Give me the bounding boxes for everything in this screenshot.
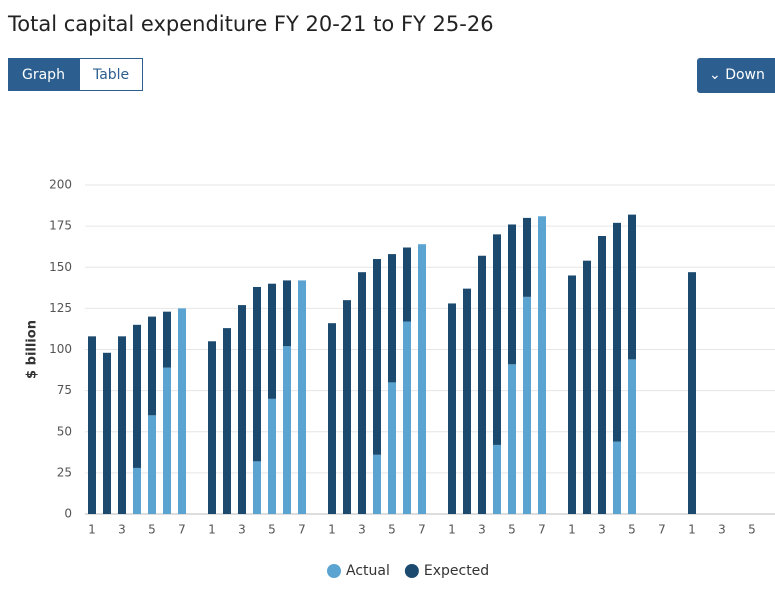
x-tick-label: 3	[358, 523, 366, 537]
x-tick-label: 7	[298, 523, 306, 537]
y-tick-label: 200	[49, 178, 72, 192]
tab-table[interactable]: Table	[78, 58, 144, 91]
bar-segment	[478, 255, 486, 515]
y-tick-label: 150	[49, 260, 72, 274]
x-tick-label: 5	[748, 523, 756, 537]
y-tick-label: 25	[57, 465, 72, 479]
y-tick-label: 100	[49, 342, 72, 356]
view-tabs: Graph Table	[8, 58, 144, 91]
x-tick-label: 7	[538, 523, 546, 537]
download-label: Down	[725, 67, 765, 83]
bar-segment	[583, 260, 591, 514]
bar-segment	[253, 461, 261, 514]
y-tick-label: 125	[49, 301, 72, 315]
bar-segment	[148, 415, 156, 514]
bar-segment	[103, 352, 111, 514]
bar-segment	[88, 336, 96, 514]
legend-label: Actual	[346, 563, 390, 579]
bar-segment	[388, 382, 396, 514]
bar-segment	[283, 346, 291, 514]
bar-segment	[133, 324, 141, 468]
y-tick-label: 175	[49, 219, 72, 233]
bar-segment	[493, 444, 501, 514]
bar-segment	[163, 311, 171, 368]
download-button[interactable]: ⌄ Down	[697, 58, 775, 93]
x-tick-label: 3	[118, 523, 126, 537]
bar-segment	[628, 214, 636, 360]
x-tick-label: 3	[598, 523, 606, 537]
bar-segment	[163, 367, 171, 514]
bar-segment	[493, 234, 501, 445]
bar-segment	[508, 224, 516, 365]
bar-segment	[118, 336, 126, 514]
bar-segment	[388, 254, 396, 383]
bar-segment	[253, 286, 261, 462]
bar-segment	[403, 321, 411, 514]
bar-segment	[358, 272, 366, 514]
x-tick-label: 7	[178, 523, 186, 537]
x-tick-label: 1	[688, 523, 696, 537]
bar-segment	[568, 275, 576, 514]
x-tick-label: 7	[658, 523, 666, 537]
bar-segment	[523, 296, 531, 514]
bar-segment	[418, 244, 426, 514]
bar-segment	[613, 441, 621, 514]
bar-segment	[133, 467, 141, 514]
bar-segment	[268, 283, 276, 399]
y-axis-label: $ billion	[25, 320, 40, 379]
x-tick-label: 1	[208, 523, 216, 537]
x-tick-label: 1	[448, 523, 456, 537]
y-tick-label: 0	[64, 507, 72, 521]
x-tick-label: 3	[478, 523, 486, 537]
bar-segment	[448, 303, 456, 514]
bar-segment	[373, 259, 381, 455]
x-tick-label: 5	[508, 523, 516, 537]
bar-segment	[178, 308, 186, 514]
x-tick-label: 5	[148, 523, 156, 537]
bar-segment	[688, 272, 696, 514]
x-tick-label: 5	[628, 523, 636, 537]
x-tick-label: 5	[268, 523, 276, 537]
bar-segment	[298, 280, 306, 514]
bar-segment	[268, 398, 276, 514]
bar-segment	[598, 235, 606, 514]
bar-segment	[523, 217, 531, 297]
y-tick-label: 50	[57, 424, 72, 438]
bar-segment	[283, 280, 291, 347]
legend-marker	[404, 564, 419, 578]
bar-segment	[208, 341, 216, 514]
y-tick-label: 75	[57, 383, 72, 397]
x-tick-label: 7	[418, 523, 426, 537]
bar-segment	[223, 328, 231, 514]
bar-segment	[613, 222, 621, 442]
legend-marker	[327, 564, 341, 578]
x-tick-label: 3	[718, 523, 726, 537]
tab-graph[interactable]: Graph	[8, 58, 79, 91]
bar-segment	[508, 364, 516, 514]
bar-segment	[328, 323, 336, 514]
x-tick-label: 1	[568, 523, 576, 537]
bar-segment	[343, 300, 351, 514]
legend-label: Expected	[424, 563, 489, 579]
bar-segment	[463, 288, 471, 514]
x-tick-label: 5	[388, 523, 396, 537]
bar-segment	[148, 316, 156, 416]
bar-segment	[373, 454, 381, 514]
bar-segment	[238, 305, 246, 514]
page-title: Total capital expenditure FY 20-21 to FY…	[8, 12, 494, 36]
x-tick-label: 3	[238, 523, 246, 537]
bar-segment	[403, 247, 411, 322]
bar-segment	[538, 216, 546, 514]
bar-segment	[628, 359, 636, 514]
x-tick-label: 1	[88, 523, 96, 537]
x-tick-label: 1	[328, 523, 336, 537]
